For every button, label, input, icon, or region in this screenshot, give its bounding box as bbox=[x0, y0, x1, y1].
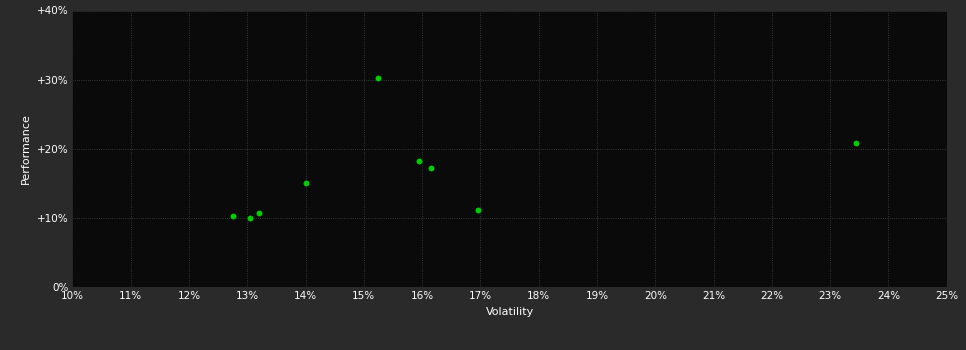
Point bbox=[298, 181, 313, 186]
Point bbox=[371, 76, 386, 81]
Point bbox=[225, 214, 241, 219]
Point bbox=[848, 140, 864, 146]
X-axis label: Volatility: Volatility bbox=[486, 307, 533, 317]
Point bbox=[469, 207, 485, 212]
Point bbox=[242, 215, 258, 221]
Point bbox=[423, 165, 439, 171]
Y-axis label: Performance: Performance bbox=[21, 113, 31, 184]
Point bbox=[251, 210, 267, 216]
Point bbox=[412, 159, 427, 164]
